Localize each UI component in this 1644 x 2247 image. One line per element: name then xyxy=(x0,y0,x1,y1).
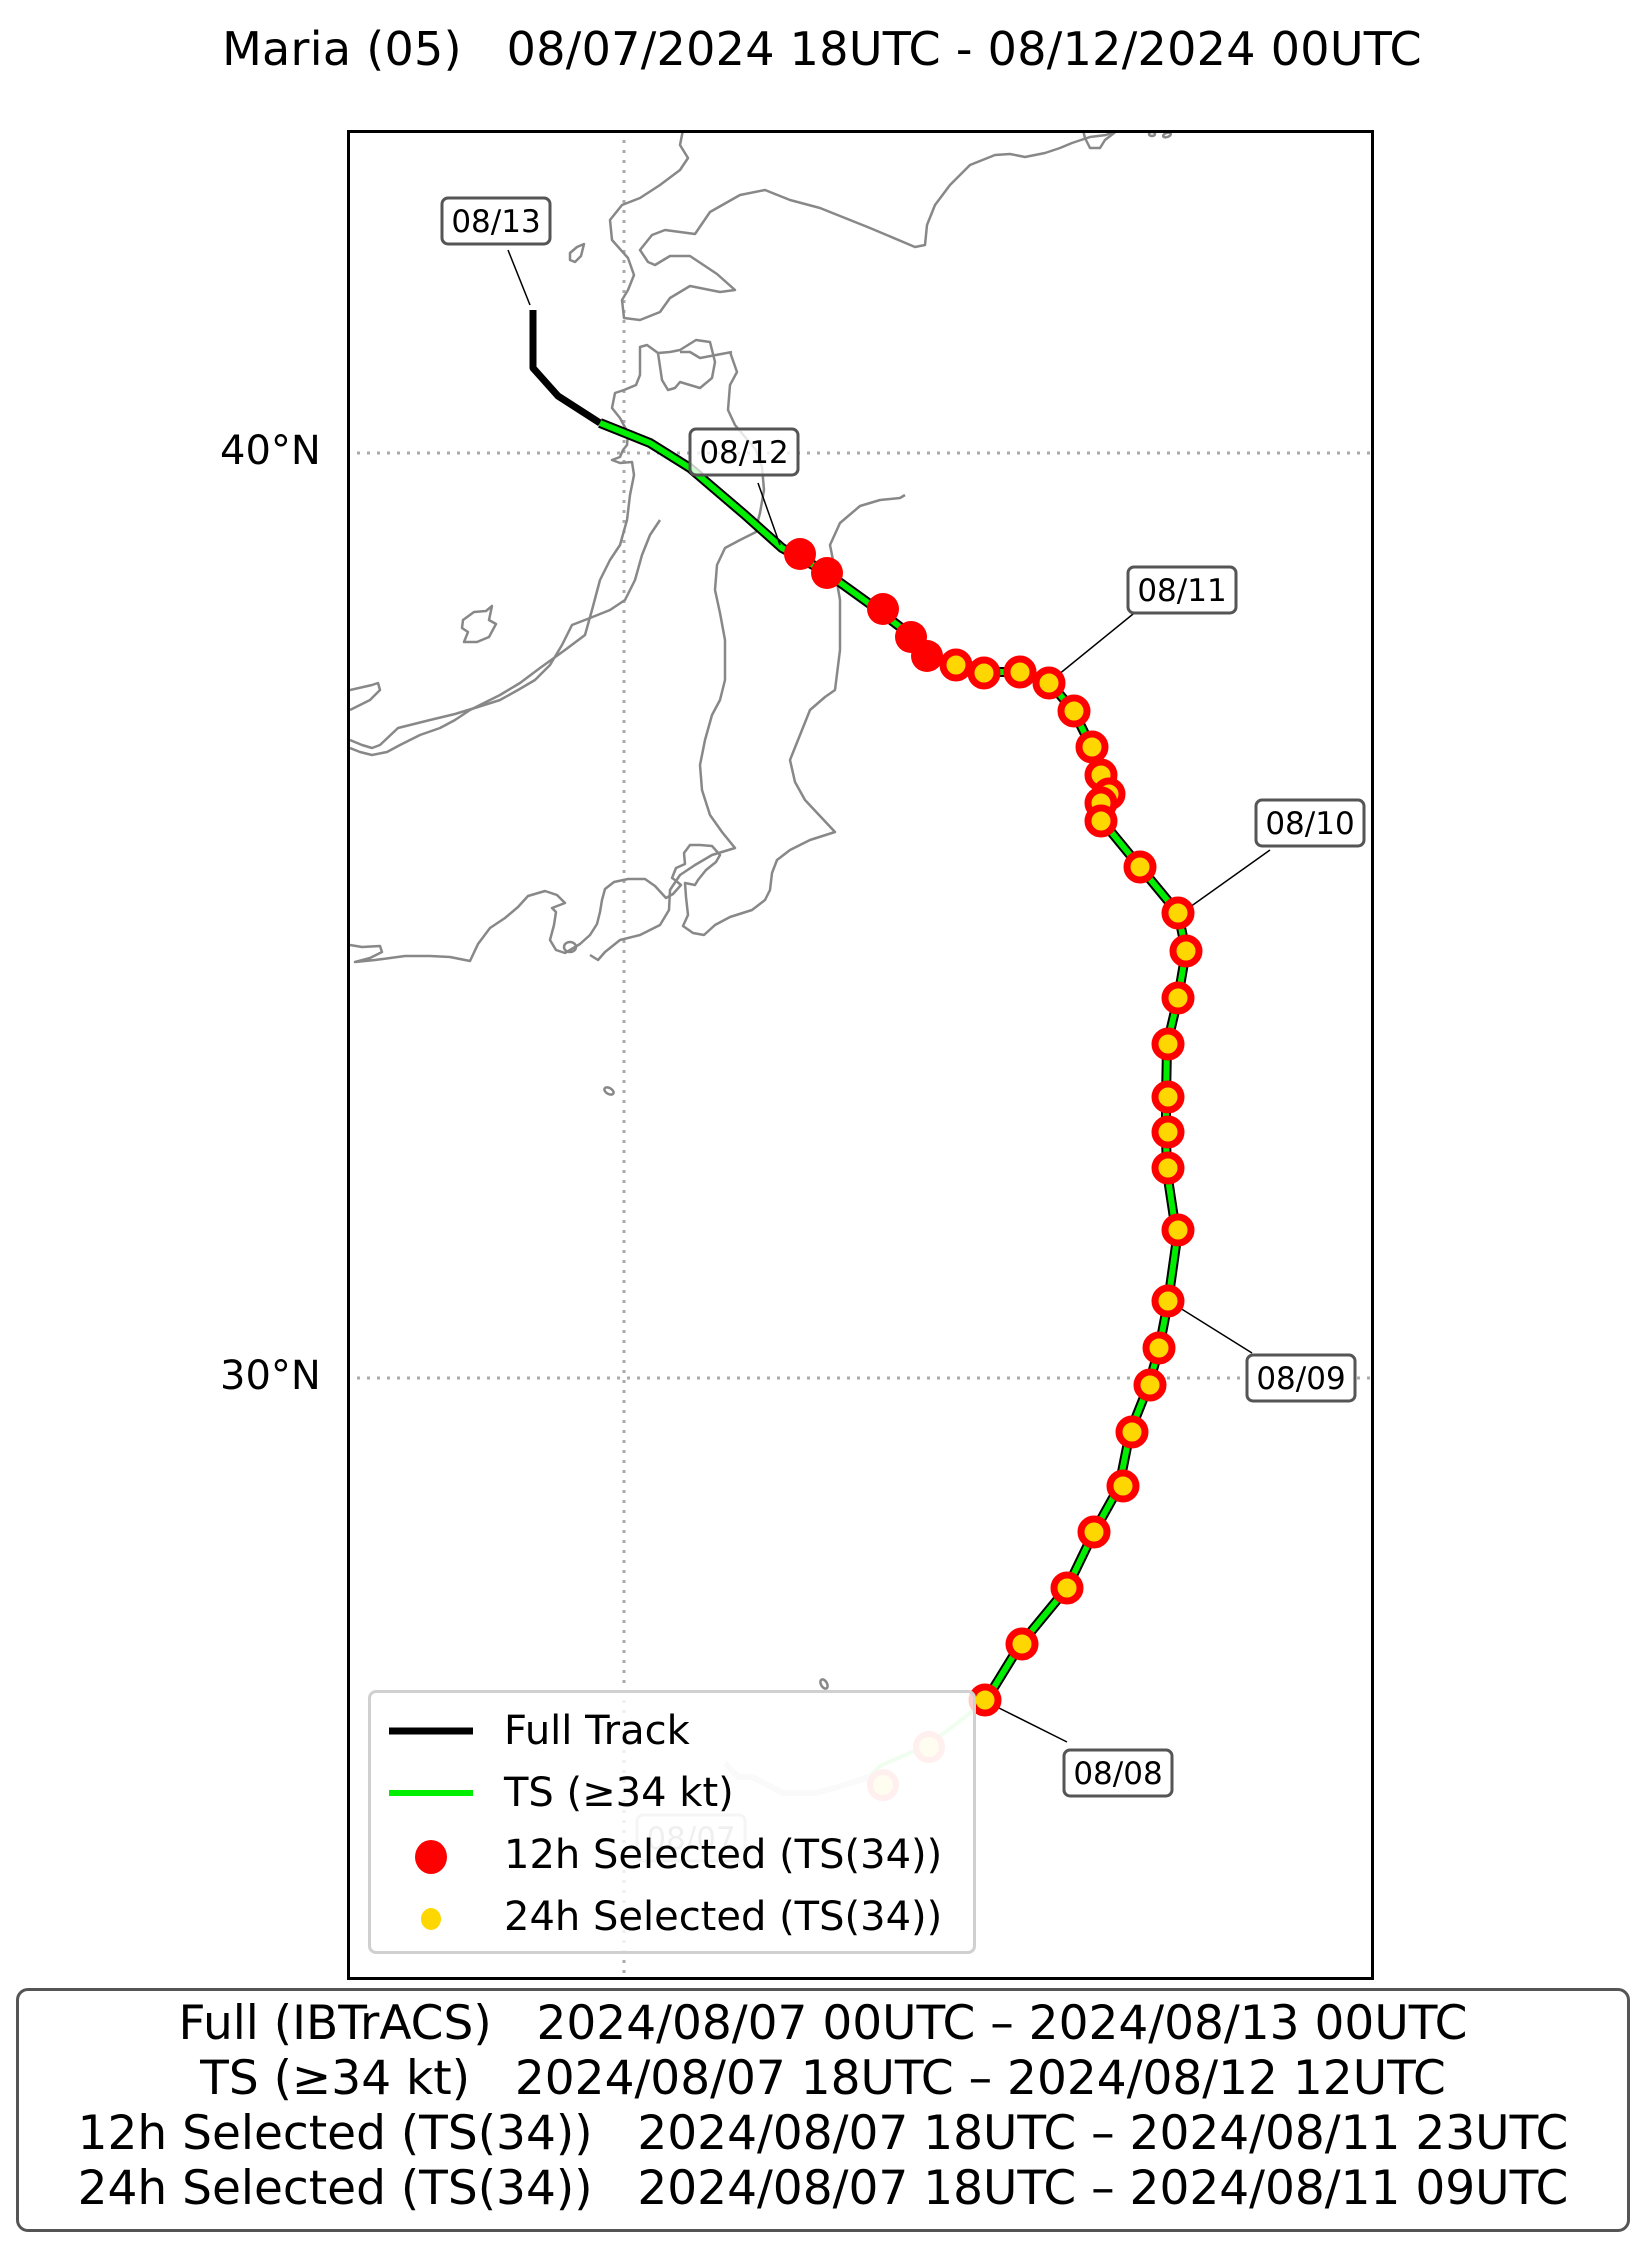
date-label-0812: 08/12 xyxy=(688,427,800,477)
summary-row-12h: 12h Selected (TS(34)) 2024/08/07 18UTC –… xyxy=(77,2106,1569,2161)
leader-lines xyxy=(507,249,1271,1743)
date-label-boxes: 08/13 08/12 08/11 08/10 08/09 08/08 xyxy=(440,196,1366,1863)
date-label-0810: 08/10 xyxy=(1254,798,1366,848)
legend-item-24h: 24h Selected (TS(34)) xyxy=(371,1887,973,1947)
summary-row-24h: 24h Selected (TS(34)) 2024/08/07 18UTC –… xyxy=(77,2161,1569,2216)
points-12h-24h xyxy=(939,648,1203,1717)
black-line-icon xyxy=(389,1727,473,1735)
legend-label: 12h Selected (TS(34)) xyxy=(504,1832,943,1878)
legend-item-ts: TS (≥34 kt) xyxy=(371,1763,973,1823)
figure-title: Maria (05) 08/07/2024 18UTC - 08/12/2024… xyxy=(222,22,1422,76)
summary-row-ts: TS (≥34 kt) 2024/08/07 18UTC – 2024/08/1… xyxy=(200,2051,1446,2106)
period-summary-box: Full (IBTrACS) 2024/08/07 00UTC – 2024/0… xyxy=(16,1988,1630,2232)
date-label-text: 08/10 xyxy=(1265,806,1354,842)
date-label-0809: 08/09 xyxy=(1245,1353,1357,1403)
summary-row-full: Full (IBTrACS) 2024/08/07 00UTC – 2024/0… xyxy=(178,1996,1468,2051)
date-label-text: 08/09 xyxy=(1256,1361,1345,1397)
coastlines xyxy=(350,133,1173,1690)
legend: Full Track TS (≥34 kt) 12h Selected (TS(… xyxy=(368,1690,976,1954)
legend-label: Full Track xyxy=(504,1708,690,1754)
green-line-icon xyxy=(389,1790,473,1796)
date-label-text: 08/08 xyxy=(1073,1756,1162,1792)
legend-item-12h: 12h Selected (TS(34)) xyxy=(371,1825,973,1885)
date-label-0813: 08/13 xyxy=(440,196,552,246)
y-tick-30n: 30°N xyxy=(220,1353,321,1399)
date-label-text: 08/13 xyxy=(451,204,540,240)
gold-dot-icon xyxy=(421,1908,441,1930)
full-track-line xyxy=(529,310,602,426)
date-label-0811: 08/11 xyxy=(1126,565,1238,615)
date-label-text: 08/11 xyxy=(1137,573,1226,609)
legend-label: 24h Selected (TS(34)) xyxy=(504,1894,943,1940)
date-label-text: 08/12 xyxy=(699,435,788,471)
legend-item-full-track: Full Track xyxy=(371,1701,973,1761)
points-12h-only xyxy=(784,538,943,672)
date-label-0808: 08/08 xyxy=(1062,1748,1174,1798)
red-dot-icon xyxy=(415,1840,447,1874)
y-tick-40n: 40°N xyxy=(220,428,321,474)
gridlines xyxy=(350,133,1371,1977)
legend-label: TS (≥34 kt) xyxy=(504,1770,734,1816)
